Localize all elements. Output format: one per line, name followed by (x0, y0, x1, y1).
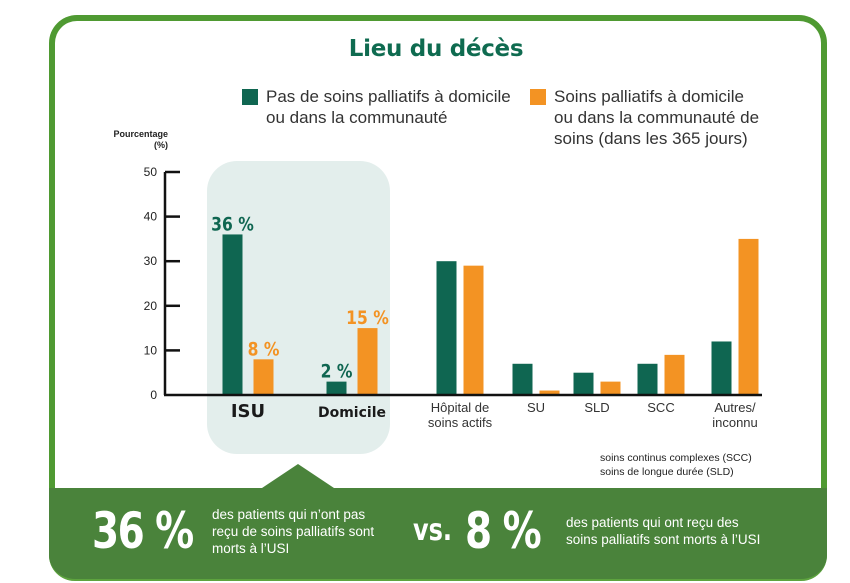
y-tick-label: 20 (144, 299, 158, 313)
callout-pointer (262, 464, 334, 488)
summary-panel (49, 488, 827, 581)
abbreviation-notes: soins continus complexes (SCC) soins de … (600, 451, 752, 479)
y-tick-label: 50 (144, 165, 158, 179)
x-tick-label: SU (527, 400, 545, 415)
y-tick-label: 30 (144, 254, 158, 268)
chart-title: Lieu du décès (348, 36, 524, 62)
summary-line: des patients qui n’ont pas (212, 507, 366, 522)
legend-label-no-palliative: Pas de soins palliatifs à domicile ou da… (266, 86, 511, 128)
legend-swatch-orange (530, 89, 546, 105)
bar-no-palliative (436, 261, 457, 395)
summary-line: des patients qui ont reçu des (566, 515, 739, 530)
legend-line: soins (dans les 365 jours) (554, 129, 748, 148)
legend-line: ou dans la communauté de (554, 108, 760, 127)
legend-swatch-green (242, 89, 258, 105)
bar-palliative (738, 238, 759, 395)
summary-left-text: des patients qui n’ont pas reçu de soins… (212, 506, 374, 557)
x-tick-label: Domicile (318, 405, 386, 421)
bar-palliative (463, 265, 484, 395)
legend-line: Pas de soins palliatifs à domicile (266, 87, 511, 106)
y-tick-label: 0 (150, 388, 157, 402)
summary-line: soins palliatifs sont morts à l’USI (566, 532, 761, 547)
x-tick-label: ISU (231, 401, 265, 422)
bar-no-palliative (711, 341, 732, 395)
bar-palliative (539, 390, 560, 395)
summary-right-text: des patients qui ont reçu des soins pall… (566, 514, 760, 548)
legend-label-palliative: Soins palliatifs à domicile ou dans la c… (554, 86, 759, 149)
bar-data-label: 36 % (211, 214, 254, 236)
summary-left-value: 36 % (92, 502, 194, 560)
bar-palliative (357, 328, 378, 395)
legend-line: ou dans la communauté (266, 108, 448, 127)
bar-palliative (664, 354, 685, 395)
x-tick-label: Hôpital de (431, 400, 490, 415)
bar-data-label: 8 % (248, 339, 280, 361)
legend-item-palliative: Soins palliatifs à domicile ou dans la c… (530, 86, 759, 149)
y-axis-title: Pourcentage (%) (108, 129, 168, 151)
x-tick-label: inconnu (712, 415, 758, 430)
x-tick-label: Autres/ (714, 400, 756, 415)
summary-line: morts à l’USI (212, 541, 290, 556)
summary-line: reçu de soins palliatifs sont (212, 524, 375, 539)
note-sld: soins de longue durée (SLD) (600, 466, 734, 478)
bar-no-palliative (326, 381, 347, 395)
legend-line: Soins palliatifs à domicile (554, 87, 744, 106)
y-axis-unit: (%) (154, 140, 168, 150)
x-tick-label: soins actifs (428, 415, 493, 430)
y-tick-label: 10 (144, 343, 158, 357)
summary-vs: vs. (413, 513, 453, 548)
y-tick-label: 40 (144, 210, 158, 224)
legend-item-no-palliative: Pas de soins palliatifs à domicile ou da… (242, 86, 511, 128)
bar-palliative (253, 359, 274, 395)
y-axis-label: Pourcentage (113, 129, 168, 139)
x-tick-label: SCC (647, 400, 674, 415)
bar-data-label: 15 % (346, 308, 389, 330)
bar-palliative (600, 381, 621, 395)
bar-no-palliative (512, 363, 533, 395)
bar-no-palliative (222, 234, 243, 395)
bar-no-palliative (637, 363, 658, 395)
bar-no-palliative (573, 372, 594, 395)
summary-right-value: 8 % (465, 502, 542, 560)
bar-data-label: 2 % (321, 361, 353, 383)
note-scc: soins continus complexes (SCC) (600, 452, 752, 464)
x-tick-label: SLD (584, 400, 609, 415)
